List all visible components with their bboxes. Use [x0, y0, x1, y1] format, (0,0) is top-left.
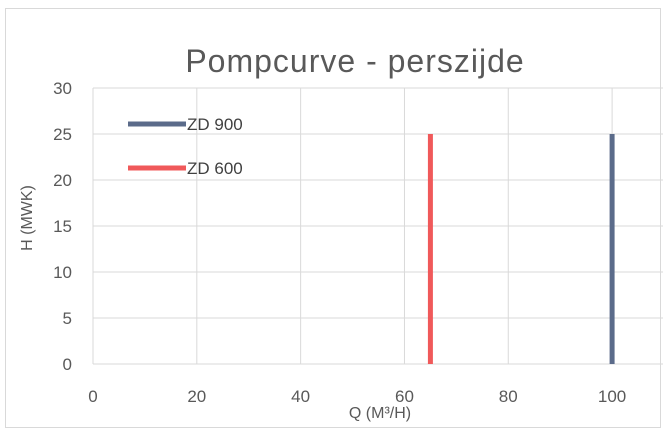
chart-frame: [5, 8, 661, 428]
legend-label-zd-600: ZD 600: [187, 159, 243, 178]
y-tick-label: 0: [63, 355, 72, 374]
legend: ZD 900 ZD 600: [128, 115, 243, 178]
y-tick-label: 20: [53, 171, 72, 190]
x-tick-label: 0: [88, 387, 97, 406]
y-tick-label: 15: [53, 217, 72, 236]
y-tick-label: 5: [63, 309, 72, 328]
grid-layer: [92, 87, 663, 365]
x-tick-label: 20: [187, 387, 206, 406]
x-tick-label: 60: [395, 387, 414, 406]
series-layer: [427, 134, 615, 364]
x-tick-label: 100: [598, 387, 626, 406]
x-axis-title: Q (M³/H): [349, 405, 411, 422]
x-tick-label: 40: [291, 387, 310, 406]
y-tick-label: 30: [53, 79, 72, 98]
chart-title: Pompcurve - perszijde: [185, 43, 524, 79]
y-tick-label: 25: [53, 125, 72, 144]
x-tick-label: 80: [499, 387, 518, 406]
legend-label-zd-900: ZD 900: [187, 115, 243, 134]
tick-layer: 0 20 40 60 80 100 0 5 10 15 20 25 30: [53, 79, 626, 406]
y-tick-label: 10: [53, 263, 72, 282]
y-axis-title: H (MWK): [19, 185, 36, 251]
